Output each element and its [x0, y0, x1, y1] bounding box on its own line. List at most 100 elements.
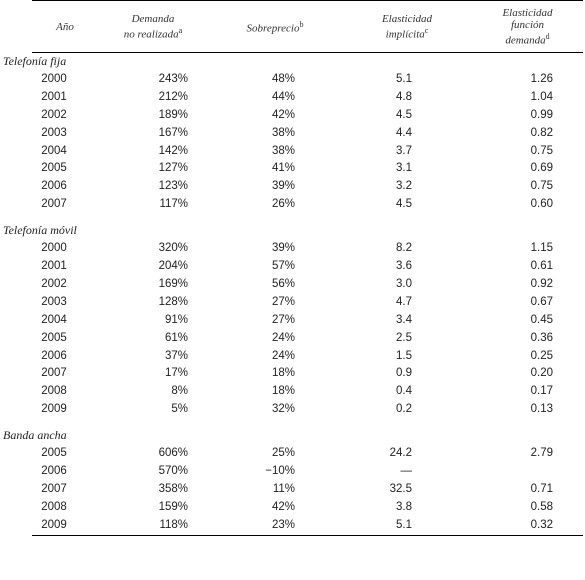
table-row: 2000 243% 48% 5.1 1.26: [32, 71, 583, 89]
table-row: 2004 91% 27% 3.4 0.45: [32, 312, 583, 330]
cell-demand: 606%: [158, 447, 188, 460]
table-row: 2001 204% 57% 3.6 0.61: [32, 258, 583, 276]
cell-function: 0.20: [530, 367, 553, 380]
table-row: 2009 5% 32% 0.2 0.13: [32, 401, 583, 419]
table-row: 2005 606% 25% 24.2 2.79: [32, 445, 583, 463]
section-title-row: Telefonía móvil: [3, 222, 583, 240]
cell-year: 2003: [41, 126, 67, 139]
table-row: 2006 570% −10% —: [32, 463, 583, 481]
cell-function: 1.26: [530, 72, 553, 85]
cell-year: 2000: [41, 72, 67, 85]
col-header-year: Año: [32, 0, 98, 53]
cell-year: 2006: [41, 464, 67, 477]
cell-year: 2006: [41, 349, 67, 362]
cell-elasticity: 3.7: [396, 144, 412, 157]
cell-elasticity: 3.8: [396, 500, 412, 513]
cell-function: 1.15: [530, 242, 553, 255]
cell-year: 2008: [41, 385, 67, 398]
cell-function: 0.67: [530, 295, 553, 308]
table-row: 2007 17% 18% 0.9 0.20: [32, 365, 583, 383]
cell-elasticity: 0.2: [396, 403, 412, 416]
cell-elasticity: 8.2: [396, 242, 412, 255]
section-title: Telefonía fija: [3, 54, 67, 68]
cell-year: 2005: [41, 162, 67, 175]
cell-demand: 142%: [158, 144, 188, 157]
cell-overprice: 56%: [271, 277, 295, 290]
cell-function: 1.04: [530, 90, 553, 103]
cell-function: 0.92: [530, 277, 553, 290]
cell-function: 0.13: [530, 403, 553, 416]
cell-year: 2005: [41, 447, 67, 460]
cell-overprice: 25%: [271, 447, 295, 460]
col-header-function: Elasticidad función demandad: [472, 0, 583, 53]
cell-year: 2001: [41, 259, 67, 272]
cell-demand: 5%: [171, 403, 188, 416]
cell-year: 2008: [41, 500, 67, 513]
cell-elasticity: 5.1: [396, 72, 412, 85]
cell-year: 2009: [41, 403, 67, 416]
cell-elasticity: 4.8: [396, 90, 412, 103]
cell-elasticity: 4.4: [396, 126, 412, 139]
cell-demand: 128%: [158, 295, 188, 308]
table-row: 2002 169% 56% 3.0 0.92: [32, 276, 583, 294]
cell-elasticity: 4.5: [396, 108, 412, 121]
cell-function: 0.32: [472, 516, 583, 536]
table-row: 2005 61% 24% 2.5 0.36: [32, 330, 583, 348]
col-header-elasticity: Elasticidad implícitac: [342, 0, 472, 53]
table-row: 2005 127% 41% 3.1 0.69: [32, 160, 583, 178]
cell-elasticity: 3.0: [396, 277, 412, 290]
cell-function: 0.45: [530, 313, 553, 326]
cell-overprice: 44%: [271, 90, 295, 103]
cell-overprice: 39%: [271, 180, 295, 193]
cell-year: 2000: [41, 242, 67, 255]
cell-elasticity: 3.2: [396, 180, 412, 193]
cell-demand: 570%: [158, 464, 188, 477]
section-title-row: Telefonía fija: [3, 53, 583, 71]
col-header-overprice: Sobrepreciob: [208, 0, 342, 53]
cell-year: 2002: [41, 108, 67, 121]
cell-year: 2001: [41, 90, 67, 103]
table-row: 2009 118% 23% 5.1 0.32: [32, 516, 583, 536]
table-row: 2003 167% 38% 4.4 0.82: [32, 125, 583, 143]
table-row: 2007 117% 26% 4.5 0.60: [32, 196, 583, 214]
cell-elasticity: 0.9: [396, 367, 412, 380]
table-row: 2002 189% 42% 4.5 0.99: [32, 107, 583, 125]
cell-demand: 189%: [158, 108, 188, 121]
cell-year: 2004: [41, 144, 67, 157]
cell-elasticity: 3.1: [396, 162, 412, 175]
cell-year: 2006: [41, 180, 67, 193]
cell-overprice: 27%: [271, 295, 295, 308]
cell-elasticity: —: [400, 464, 413, 477]
cell-function: 0.69: [530, 162, 553, 175]
cell-year: 2005: [41, 331, 67, 344]
table-row: 2003 128% 27% 4.7 0.67: [32, 294, 583, 312]
table-row: 2007 358% 11% 32.5 0.71: [32, 481, 583, 499]
cell-overprice: 41%: [271, 162, 295, 175]
cell-function: 0.58: [530, 500, 553, 513]
elasticity-table: Año Demanda no realizadaa Sobrepreciob E…: [3, 0, 583, 536]
cell-demand: 212%: [158, 90, 188, 103]
cell-overprice: 42%: [271, 500, 295, 513]
cell-demand: 117%: [159, 198, 188, 211]
cell-demand: 243%: [158, 72, 188, 85]
cell-function: 0.75: [530, 180, 553, 193]
cell-demand: 320%: [158, 242, 188, 255]
col-header-demand: Demanda no realizadaa: [98, 0, 208, 53]
cell-demand: 8%: [171, 385, 188, 398]
section-title: Telefonía móvil: [3, 223, 77, 238]
cell-overprice: 48%: [271, 72, 295, 85]
section-title: Banda ancha: [3, 428, 67, 443]
cell-overprice: 18%: [271, 367, 295, 380]
table-row: 2008 8% 18% 0.4 0.17: [32, 383, 583, 401]
cell-overprice: 38%: [271, 126, 295, 139]
cell-demand: 123%: [158, 180, 188, 193]
table-row: 2006 123% 39% 3.2 0.75: [32, 178, 583, 196]
cell-elasticity: 24.2: [389, 447, 412, 460]
cell-elasticity: 2.5: [396, 331, 412, 344]
cell-function: 0.60: [530, 198, 553, 211]
cell-year: 2003: [41, 295, 67, 308]
table-row: 2000 320% 39% 8.2 1.15: [32, 240, 583, 258]
cell-year: 2007: [41, 367, 67, 380]
cell-overprice: 27%: [271, 313, 295, 326]
cell-overprice: 26%: [271, 198, 295, 211]
